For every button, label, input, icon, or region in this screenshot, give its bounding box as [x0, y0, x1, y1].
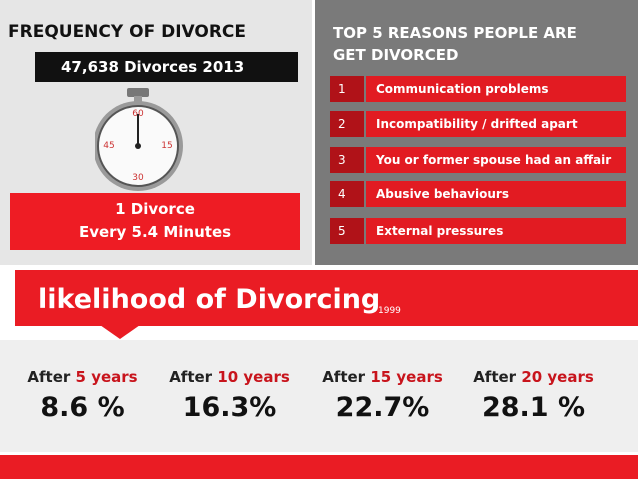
- reason-rank: 4: [330, 181, 364, 207]
- title-line: GET DIVORCED: [333, 46, 459, 64]
- svg-text:30: 30: [132, 173, 144, 183]
- frequency-title: FREQUENCY OF DIVORCE: [8, 22, 247, 42]
- banner-notch: [100, 325, 140, 339]
- stats-band: [0, 340, 638, 452]
- stat-prefix: After: [27, 368, 71, 386]
- stat-period: 15 years: [370, 368, 443, 386]
- stat-label: After 5 years: [5, 368, 160, 386]
- reason-text: Communication problems: [366, 76, 626, 102]
- stat-value: 16.3%: [182, 392, 277, 423]
- stat-label: After 20 years: [456, 368, 611, 386]
- stat-period: 10 years: [217, 368, 290, 386]
- stat-period: 20 years: [521, 368, 594, 386]
- reason-rank: 1: [330, 76, 364, 102]
- reason-text: Incompatibility / drifted apart: [366, 111, 626, 137]
- title-line: TOP 5 REASONS PEOPLE ARE: [333, 24, 577, 42]
- stat-value: 22.7%: [335, 392, 430, 423]
- stopwatch: 60 15 30 45: [95, 88, 183, 191]
- reason-rank: 2: [330, 111, 364, 137]
- stat-value: 8.6 %: [40, 392, 125, 423]
- stat-column: After 20 years 28.1 %: [456, 368, 611, 423]
- reason-text: You or former spouse had an affair: [366, 147, 626, 173]
- stat-period: 5 years: [75, 368, 138, 386]
- reason-rank: 3: [330, 147, 364, 173]
- rate-box: 1 Divorce Every 5.4 Minutes: [10, 193, 300, 250]
- stat-prefix: After: [169, 368, 213, 386]
- reasons-title: TOP 5 REASONS PEOPLE ARE GET DIVORCED: [333, 22, 577, 66]
- svg-text:45: 45: [103, 141, 114, 151]
- stat-prefix: After: [322, 368, 366, 386]
- reason-text: External pressures: [366, 218, 626, 244]
- footer-strip: [0, 455, 638, 479]
- likelihood-title: likelihood of Divorcing: [38, 284, 381, 315]
- stat-column: After 15 years 22.7%: [305, 368, 460, 423]
- stat-column: After 10 years 16.3%: [152, 368, 307, 423]
- svg-text:15: 15: [161, 141, 172, 151]
- reason-rank: 5: [330, 218, 364, 244]
- likelihood-banner: [15, 270, 638, 326]
- stat-column: After 5 years 8.6 %: [5, 368, 160, 423]
- stat-value: 28.1 %: [481, 392, 586, 423]
- reason-text: Abusive behaviours: [366, 181, 626, 207]
- likelihood-year: 1999: [378, 306, 401, 316]
- stat-prefix: After: [473, 368, 517, 386]
- count-label: 47,638 Divorces 2013: [35, 52, 298, 82]
- rate-line: Every 5.4 Minutes: [78, 223, 232, 241]
- stat-label: After 10 years: [152, 368, 307, 386]
- stat-label: After 15 years: [305, 368, 460, 386]
- rate-line: 1 Divorce: [115, 200, 195, 218]
